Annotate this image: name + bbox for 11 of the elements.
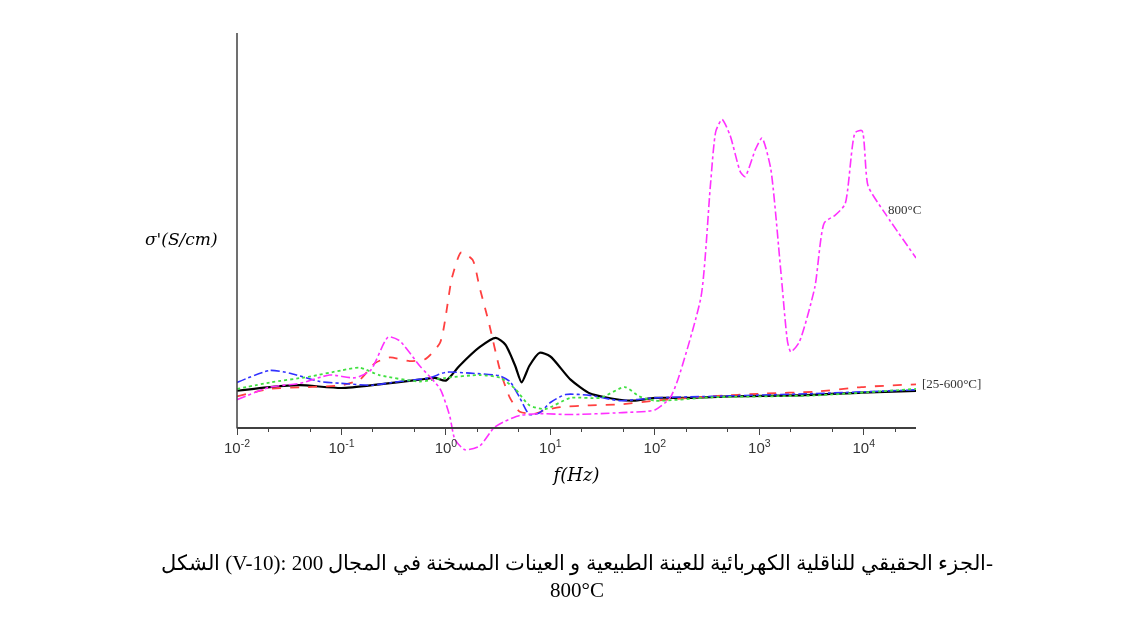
annotation: 800°C: [888, 202, 922, 217]
x-tick-label: 10$^{4}$: [852, 436, 876, 457]
x-tick-label: 10$^{0}$: [434, 436, 458, 457]
x-tick-label: 10$^{2}$: [643, 436, 667, 457]
x-tick-label: 10$^{3}$: [748, 436, 771, 457]
x-axis-title: f(Hz): [551, 463, 600, 485]
y-axis-title: σ'(S/cm): [145, 229, 218, 249]
x-tick-label: 10$^{-1}$: [328, 436, 355, 457]
text: [25-600°C]: [922, 376, 982, 391]
x-tick-label: 10$^{-2}$: [223, 436, 251, 457]
x-tick-label: 10$^{1}$: [539, 436, 562, 457]
